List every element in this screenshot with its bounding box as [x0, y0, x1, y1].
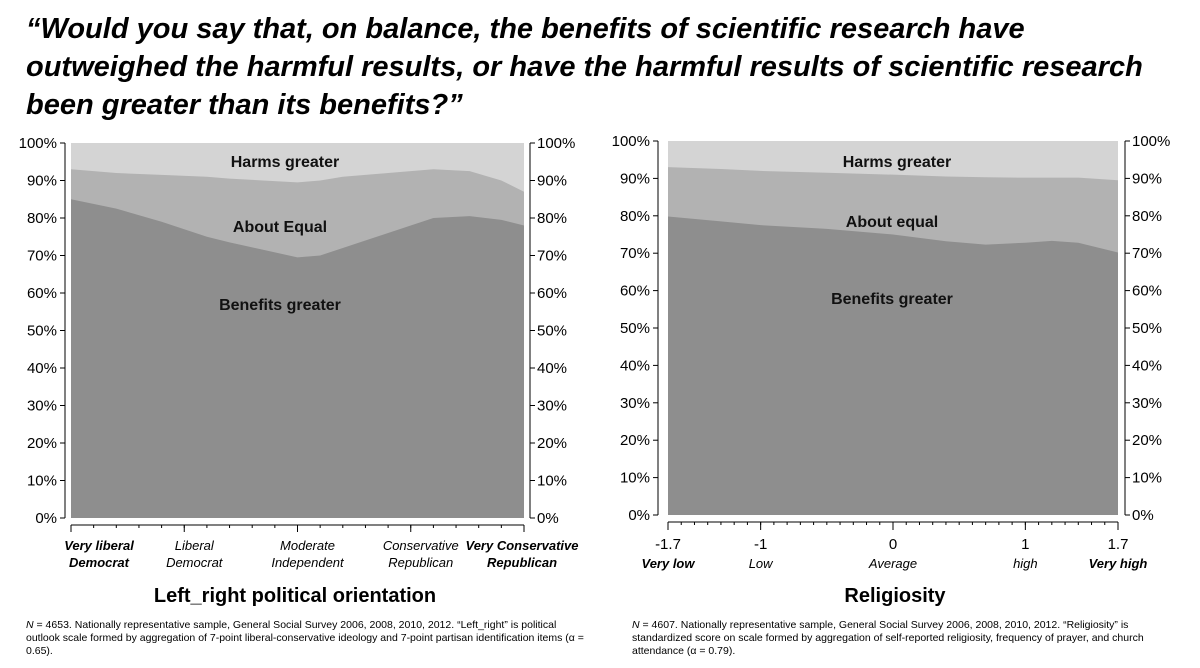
y-tick-label-left: 100% — [19, 135, 57, 152]
y-tick-label-right: 90% — [1132, 170, 1162, 187]
x-axis-title: Left_right political orientation — [154, 585, 436, 607]
y-tick-label-right: 60% — [1132, 283, 1162, 300]
y-tick-label-left: 10% — [27, 473, 57, 490]
y-tick-label-left: 70% — [27, 248, 57, 265]
y-tick-label-right: 50% — [1132, 320, 1162, 337]
x-axis-title: Religiosity — [844, 585, 946, 607]
x-category-label: Very liberal — [64, 538, 134, 553]
y-tick-label-left: 90% — [620, 170, 650, 187]
chart-panel-2: 0% 0% 10% 10% 20% 20% 30% 30% 40% 40% 50% 50% 60% 60%… — [612, 133, 1171, 607]
y-tick-label-right: 100% — [537, 135, 575, 152]
band-benefits-greater — [71, 199, 524, 518]
y-tick-label-left: 60% — [620, 283, 650, 300]
y-tick-label-left: 80% — [27, 210, 57, 227]
band-benefits-greater — [668, 216, 1118, 515]
label-about-equal: About Equal — [233, 219, 327, 236]
y-tick-label-left: 90% — [27, 173, 57, 190]
y-tick-label-right: 40% — [537, 360, 567, 377]
y-tick-label-right: 80% — [1132, 208, 1162, 225]
x-tick-sublabel: Low — [749, 556, 774, 571]
y-tick-label-left: 40% — [27, 360, 57, 377]
y-tick-label-left: 20% — [27, 435, 57, 452]
x-category-label: Democrat — [69, 555, 130, 570]
page-title: “Would you say that, on balance, the ben… — [26, 13, 1143, 121]
y-tick-label-right: 70% — [537, 248, 567, 265]
x-tick-sublabel: Very high — [1089, 556, 1148, 571]
y-tick-label-right: 20% — [1132, 432, 1162, 449]
x-category-label: Conservative — [383, 538, 459, 553]
x-tick-label: 1 — [1021, 536, 1029, 553]
x-category-label: Republican — [388, 555, 453, 570]
x-tick-label: -1.7 — [655, 536, 681, 553]
label-about-equal: About equal — [846, 214, 938, 231]
y-tick-label-right: 30% — [1132, 395, 1162, 412]
y-tick-label-right: 10% — [1132, 470, 1162, 487]
x-category-label: Very Conservative — [466, 538, 579, 553]
x-tick-sublabel: Average — [868, 556, 917, 571]
footnote-left: N = 4653. Nationally representative samp… — [26, 619, 586, 658]
footnote-left-text: = 4653. Nationally representative sample… — [26, 619, 584, 657]
footnote-right-n: N — [632, 619, 640, 631]
label-harms-greater: Harms greater — [843, 154, 952, 171]
y-tick-label-left: 50% — [27, 323, 57, 340]
x-category-label: Democrat — [166, 555, 224, 570]
y-tick-label-right: 0% — [537, 510, 559, 527]
y-tick-label-left: 30% — [27, 398, 57, 415]
label-benefits-greater: Benefits greater — [831, 291, 953, 308]
x-tick-label: 0 — [889, 536, 897, 553]
y-tick-label-right: 90% — [537, 173, 567, 190]
y-tick-label-left: 0% — [628, 507, 650, 524]
y-tick-label-right: 50% — [537, 323, 567, 340]
chart-panel-1: 0% 0% 10% 10% 20% 20% 30% 30% 40% 40% 50% 50% 60% 60%… — [19, 135, 579, 607]
y-tick-label-right: 70% — [1132, 245, 1162, 262]
y-tick-label-right: 40% — [1132, 357, 1162, 374]
footnote-right: N = 4607. Nationally representative samp… — [632, 619, 1177, 658]
x-tick-sublabel: high — [1013, 556, 1038, 571]
y-tick-label-right: 30% — [537, 398, 567, 415]
y-tick-label-right: 0% — [1132, 507, 1154, 524]
y-tick-label-right: 100% — [1132, 133, 1170, 150]
x-tick-label: -1 — [754, 536, 767, 553]
y-tick-label-left: 50% — [620, 320, 650, 337]
y-tick-label-right: 60% — [537, 285, 567, 302]
y-tick-label-right: 20% — [537, 435, 567, 452]
x-category-label: Moderate — [280, 538, 335, 553]
y-tick-label-left: 0% — [35, 510, 57, 527]
y-tick-label-left: 30% — [620, 395, 650, 412]
y-tick-label-right: 10% — [537, 473, 567, 490]
y-tick-label-left: 40% — [620, 357, 650, 374]
y-tick-label-left: 100% — [612, 133, 650, 150]
y-tick-label-left: 70% — [620, 245, 650, 262]
x-tick-sublabel: Very low — [642, 556, 696, 571]
y-tick-label-left: 80% — [620, 208, 650, 225]
x-category-label: Republican — [487, 555, 557, 570]
label-harms-greater: Harms greater — [231, 154, 340, 171]
x-tick-label: 1.7 — [1108, 536, 1129, 553]
footnote-left-n: N — [26, 619, 34, 631]
x-category-label: Liberal — [175, 538, 215, 553]
label-benefits-greater: Benefits greater — [219, 297, 341, 314]
footnote-right-text: = 4607. Nationally representative sample… — [632, 619, 1144, 657]
x-category-label: Independent — [271, 555, 345, 570]
y-tick-label-left: 60% — [27, 285, 57, 302]
y-tick-label-left: 20% — [620, 432, 650, 449]
y-tick-label-left: 10% — [620, 470, 650, 487]
y-tick-label-right: 80% — [537, 210, 567, 227]
